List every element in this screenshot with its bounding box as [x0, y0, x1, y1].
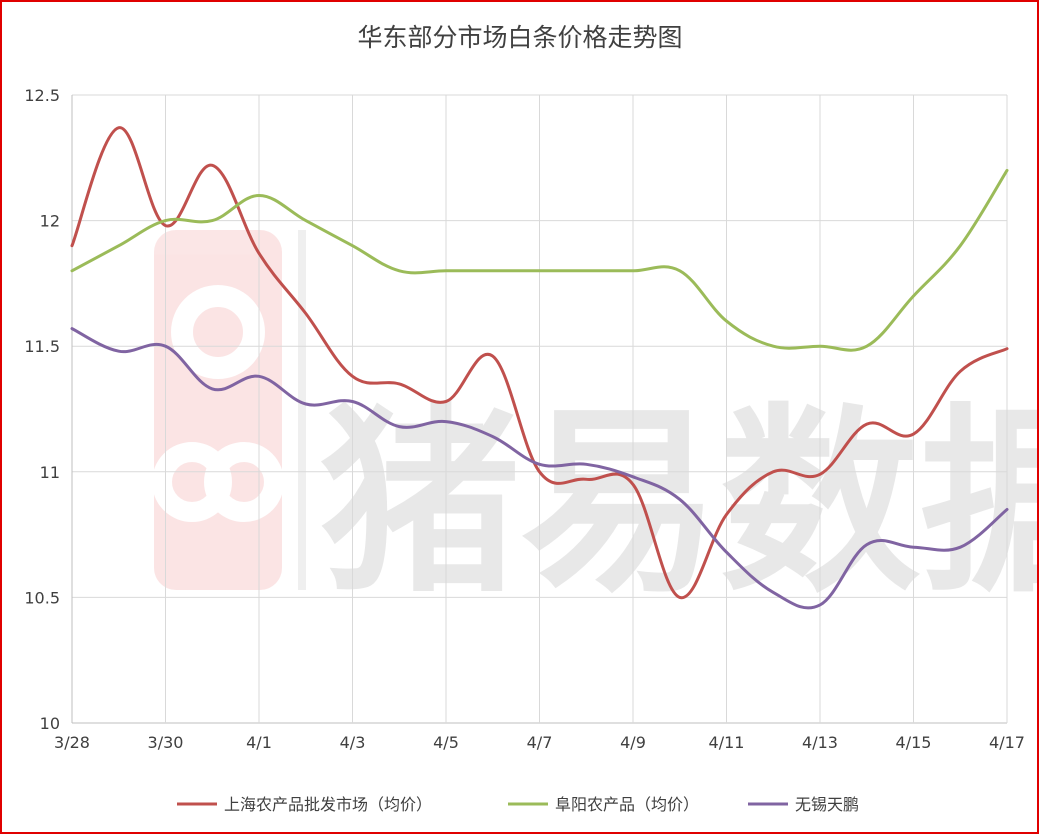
x-tick-label: 4/15 [896, 733, 932, 752]
series-line-1 [70, 126, 1009, 599]
x-tick-label: 4/1 [246, 733, 272, 752]
x-tick-label: 4/17 [989, 733, 1025, 752]
chart-title: 华东部分市场白条价格走势图 [357, 23, 682, 52]
x-tick-label: 4/7 [527, 733, 553, 752]
legend: 上海农产品批发市场（均价） 阜阳农产品（均价） 无锡天鹏 [177, 795, 859, 814]
legend-label: 无锡天鹏 [795, 795, 859, 814]
series-line-3 [70, 327, 1009, 610]
x-tick-label: 4/5 [433, 733, 459, 752]
watermark-logo: 猪易数据 [152, 230, 1037, 620]
y-axis-tick-labels: 10 10.5 11 11.5 12 12.5 [24, 86, 60, 733]
y-tick-label: 10 [40, 714, 60, 733]
x-tick-label: 4/9 [620, 733, 646, 752]
x-tick-label: 3/28 [54, 733, 90, 752]
y-tick-label: 10.5 [24, 588, 60, 607]
x-tick-label: 4/11 [709, 733, 745, 752]
x-tick-label: 3/30 [148, 733, 184, 752]
y-tick-label: 11.5 [24, 337, 60, 356]
y-tick-label: 12 [40, 212, 60, 231]
series-line-2 [70, 168, 1009, 352]
x-tick-label: 4/3 [340, 733, 366, 752]
series-lines [70, 126, 1009, 610]
legend-label: 上海农产品批发市场（均价） [224, 795, 432, 814]
x-axis-tick-labels: 3/28 3/30 4/1 4/3 4/5 4/7 4/9 4/11 4/13 4/15 4/17 [54, 733, 1025, 752]
y-tick-label: 11 [40, 463, 60, 482]
watermark-text: 猪易数据 [320, 387, 1037, 620]
x-tick-label: 4/13 [802, 733, 838, 752]
y-tick-label: 12.5 [24, 86, 60, 105]
gridlines [71, 94, 1008, 724]
legend-label: 阜阳农产品（均价） [555, 795, 699, 814]
